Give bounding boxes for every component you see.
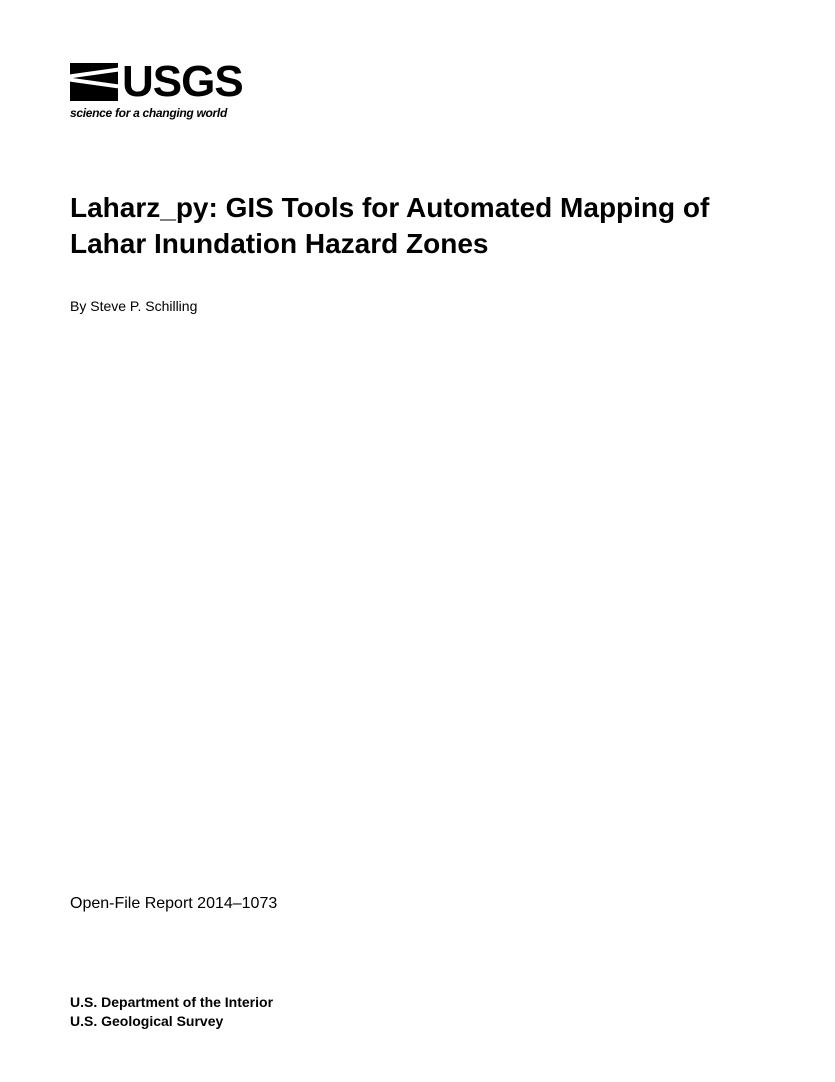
bottom-section: Open-File Report 2014–1073 U.S. Departme…	[70, 895, 277, 1032]
logo-tagline: science for a changing world	[70, 106, 765, 120]
author-line: By Steve P. Schilling	[70, 298, 765, 314]
logo-container: USGS science for a changing world	[70, 60, 765, 120]
logo-org-name: USGS	[122, 60, 243, 104]
department-line: U.S. Department of the Interior	[70, 993, 277, 1013]
document-title: Laharz_py: GIS Tools for Automated Mappi…	[70, 190, 765, 263]
department-info: U.S. Department of the Interior U.S. Geo…	[70, 993, 277, 1032]
survey-line: U.S. Geological Survey	[70, 1012, 277, 1032]
report-number: Open-File Report 2014–1073	[70, 895, 277, 913]
usgs-wave-icon	[70, 63, 118, 101]
logo-row: USGS	[70, 60, 765, 104]
